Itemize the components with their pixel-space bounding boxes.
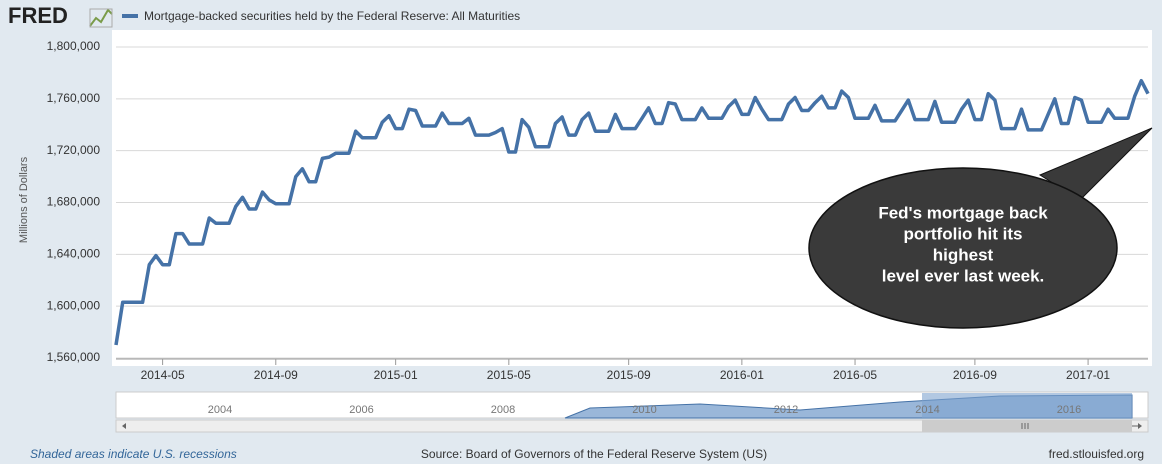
navigator-label: 2014 xyxy=(915,404,939,416)
navigator-label: 2016 xyxy=(1057,404,1081,416)
y-tick-label: 1,600,000 xyxy=(47,298,101,312)
scrollbar[interactable] xyxy=(115,419,1149,433)
site[interactable]: fred.stlouisfed.org xyxy=(1049,447,1144,461)
callout xyxy=(808,167,1118,329)
scrollbar-thumb[interactable] xyxy=(922,420,1132,432)
y-tick-label: 1,800,000 xyxy=(47,39,101,53)
x-tick-label: 2016-09 xyxy=(953,368,997,382)
y-tick-label: 1,720,000 xyxy=(47,143,101,157)
scroll-grip xyxy=(1021,423,1140,429)
y-tick-label: 1,680,000 xyxy=(47,195,101,209)
navigator-label: 2004 xyxy=(208,404,232,416)
x-tick-label: 2015-09 xyxy=(607,368,651,382)
callout-text: level ever last week. xyxy=(882,266,1045,285)
logo-box xyxy=(89,8,113,28)
navigator-label: 2012 xyxy=(774,404,798,416)
x-tick-label: 2016-05 xyxy=(833,368,877,382)
navigator-label: 2010 xyxy=(632,404,656,416)
x-tick-label: 2014-05 xyxy=(141,368,185,382)
x-tick-label: 2015-01 xyxy=(374,368,418,382)
x-tick-label: 2015-05 xyxy=(487,368,531,382)
navigator-label: 2006 xyxy=(349,404,373,416)
navigator-label: 2008 xyxy=(491,404,515,416)
callout-text: portfolio hit its xyxy=(904,224,1023,243)
navigator-selection[interactable] xyxy=(922,393,1132,418)
x-tick-label: 2014-09 xyxy=(254,368,298,382)
legend-label[interactable]: Mortgage-backed securities held by the F… xyxy=(144,9,520,23)
callout-text: Fed's mortgage back xyxy=(878,203,1048,222)
callout-text: highest xyxy=(933,245,994,264)
logo-icon xyxy=(89,8,113,27)
recession-note: Shaded areas indicate U.S. recessions xyxy=(30,447,237,461)
logo: FRED xyxy=(8,3,68,28)
source: Source: Board of Governors of the Federa… xyxy=(421,447,767,461)
y-tick-label: 1,560,000 xyxy=(47,350,101,364)
y-tick-label: 1,760,000 xyxy=(47,91,101,105)
y-axis-label: Millions of Dollars xyxy=(18,156,30,243)
x-tick-label: 2016-01 xyxy=(720,368,764,382)
x-tick-label: 2017-01 xyxy=(1066,368,1110,382)
data-line xyxy=(114,78,1150,346)
y-tick-label: 1,640,000 xyxy=(47,247,101,261)
